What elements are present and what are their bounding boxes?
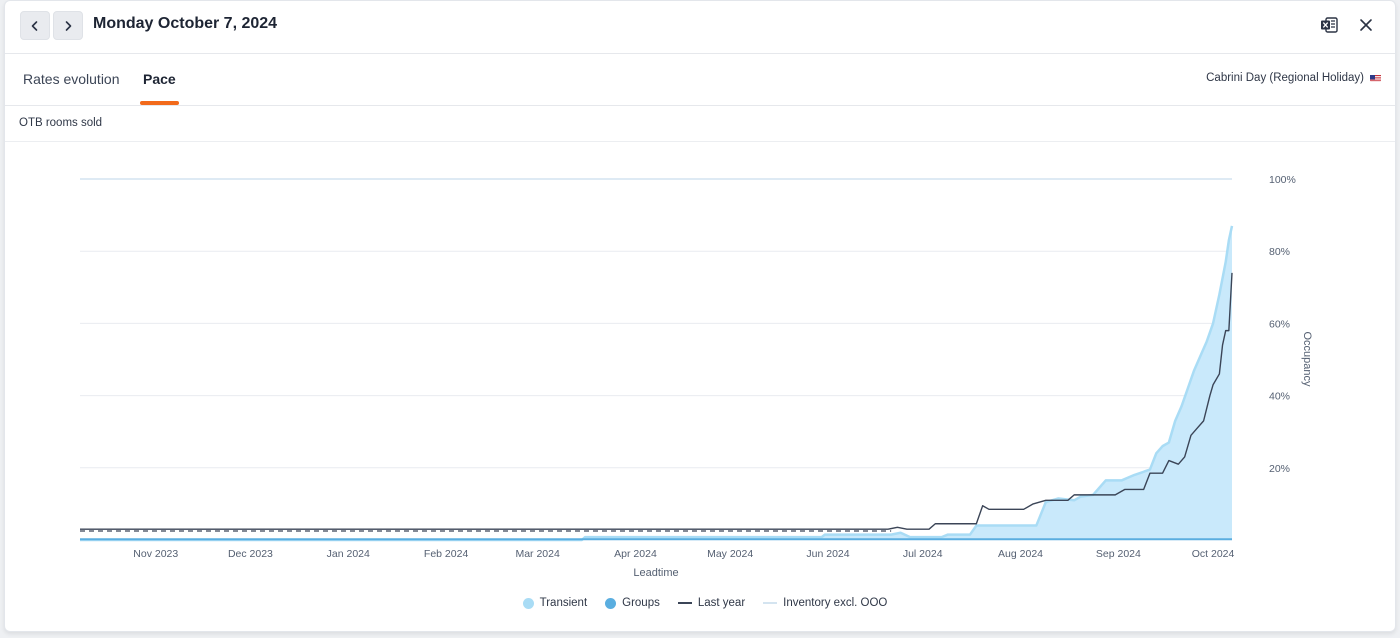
last-year-line [80,272,1233,530]
chevron-right-icon [65,20,72,31]
chart-legend: Transient Groups Last year Inventory exc… [0,597,1400,609]
x-tick-label: Jan 2024 [327,548,370,560]
x-tick-label: May 2024 [707,548,753,560]
y-tick-label: 80% [1269,246,1290,258]
close-button[interactable] [1355,14,1377,36]
panel-header: Monday October 7, 2024 [5,1,1395,54]
legend-label: Transient [539,597,588,609]
x-tick-label: Aug 2024 [998,548,1043,560]
section-header: OTB rooms sold [5,106,1395,142]
page-title: Monday October 7, 2024 [93,15,278,32]
x-tick-label: Nov 2023 [133,548,178,560]
chevron-left-icon [31,20,38,31]
y-tick-label: 40% [1269,391,1290,403]
section-title: OTB rooms sold [19,117,103,129]
groups-swatch [605,597,617,609]
holiday-text: Cabrini Day (Regional Holiday) [1206,72,1364,84]
export-excel-button[interactable] [1318,14,1340,36]
holiday-label: Cabrini Day (Regional Holiday) [1206,72,1381,84]
legend-item-inventory[interactable]: Inventory excl. OOO [763,597,887,609]
tab-rates-evolution[interactable]: Rates evolution [23,71,120,87]
legend-label: Groups [622,597,660,609]
transient-edge [80,225,1234,542]
excel-export-icon [1321,17,1338,33]
previous-day-button[interactable] [20,11,50,40]
x-tick-label: Jun 2024 [806,548,849,560]
x-tick-label: Mar 2024 [515,548,560,560]
tab-bar: Rates evolution Pace Cabrini Day (Region… [5,54,1395,106]
legend-item-last-year[interactable]: Last year [677,597,746,609]
x-axis-title: Leadtime [633,567,678,579]
x-tick-label: Feb 2024 [424,548,469,560]
x-tick-label: Oct 2024 [1192,548,1235,560]
tab-pace[interactable]: Pace [143,71,176,87]
y-tick-label: 100% [1269,174,1296,186]
close-icon [1360,19,1372,31]
transient-area [80,225,1232,540]
legend-item-groups[interactable]: Groups [605,597,660,609]
transient-swatch [522,597,534,609]
next-day-button[interactable] [53,11,83,40]
x-tick-label: Apr 2024 [614,548,657,560]
last-year-swatch [677,602,692,604]
y-tick-label: 60% [1269,318,1290,330]
y-axis-title: Occupancy [1301,331,1313,387]
y-tick-label: 20% [1269,463,1290,475]
legend-label: Last year [697,597,746,609]
us-flag-icon [1370,74,1381,82]
legend-item-transient[interactable]: Transient [522,597,588,609]
x-tick-label: Sep 2024 [1096,548,1141,560]
legend-label: Inventory excl. OOO [783,597,888,609]
x-tick-label: Jul 2024 [903,548,943,560]
inventory-swatch [763,602,778,604]
x-tick-label: Dec 2023 [228,548,273,560]
active-tab-indicator [140,101,179,105]
